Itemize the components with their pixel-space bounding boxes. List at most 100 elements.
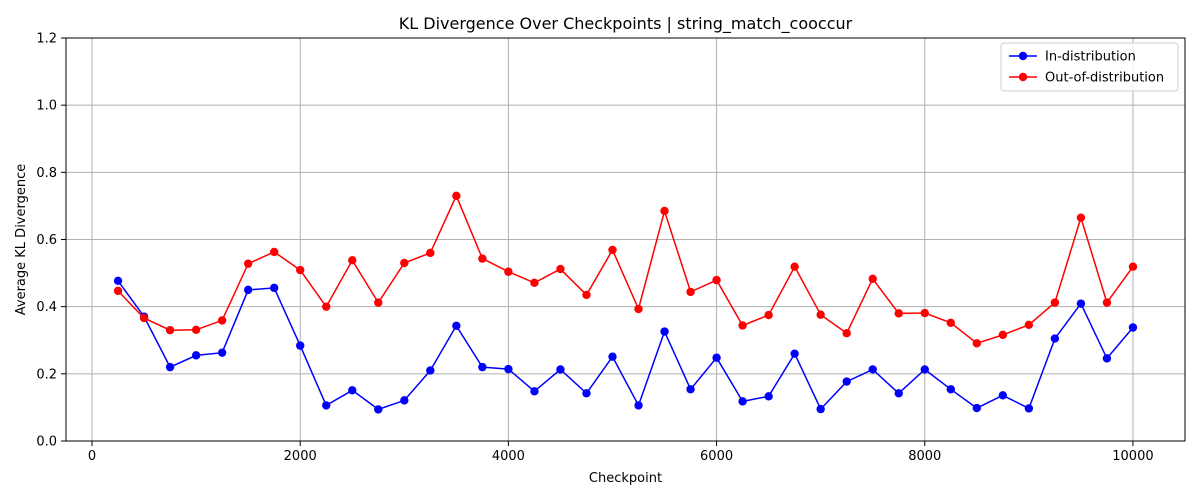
data-point-in-distribution: [894, 389, 903, 398]
data-point-out-of-distribution: [608, 245, 617, 255]
data-point-out-of-distribution: [790, 262, 799, 271]
y-tick-label: 1.2: [36, 32, 57, 47]
data-point-out-of-distribution: [1076, 213, 1086, 222]
legend-label-in-distribution: In-distribution: [1045, 50, 1136, 65]
data-point-in-distribution: [686, 385, 695, 394]
x-tick-label: 10000: [1112, 449, 1153, 464]
y-tick-label: 0.8: [36, 166, 57, 181]
data-point-in-distribution: [452, 321, 461, 331]
data-point-in-distribution: [842, 377, 851, 386]
data-point-in-distribution: [322, 401, 331, 410]
y-tick-label: 0.6: [36, 233, 57, 248]
legend-marker-out-of-distribution: [1018, 72, 1028, 82]
data-point-out-of-distribution: [113, 286, 123, 296]
x-axis-label: Checkpoint: [589, 471, 662, 486]
data-point-out-of-distribution: [269, 247, 279, 257]
data-point-out-of-distribution: [504, 267, 513, 276]
data-point-out-of-distribution: [530, 278, 539, 288]
data-point-out-of-distribution: [139, 313, 149, 323]
data-point-in-distribution: [400, 396, 409, 405]
data-point-out-of-distribution: [452, 191, 461, 201]
data-point-in-distribution: [191, 351, 201, 360]
series-line-out-of-distribution: [117, 193, 1134, 345]
y-tick-label: 1.0: [36, 99, 57, 114]
legend-marker-in-distribution: [1018, 51, 1028, 61]
data-point-in-distribution: [946, 385, 955, 394]
data-point-in-distribution: [113, 276, 123, 286]
data-point-out-of-distribution: [426, 248, 435, 258]
data-point-out-of-distribution: [972, 339, 982, 348]
data-point-out-of-distribution: [348, 256, 357, 265]
x-tick-label: 6000: [700, 449, 733, 464]
data-point-out-of-distribution: [764, 310, 773, 320]
data-point-in-distribution: [582, 389, 591, 398]
data-point-out-of-distribution: [374, 298, 383, 307]
y-tick-label: 0.4: [36, 300, 57, 315]
data-point-in-distribution: [165, 362, 175, 372]
data-point-out-of-distribution: [998, 330, 1008, 340]
x-tick-label: 0: [88, 449, 96, 464]
data-point-out-of-distribution: [1050, 298, 1060, 307]
data-point-out-of-distribution: [920, 308, 929, 318]
data-point-in-distribution: [269, 283, 279, 293]
data-point-out-of-distribution: [946, 318, 955, 327]
legend-box: [1000, 42, 1179, 92]
data-point-out-of-distribution: [1102, 298, 1112, 307]
y-axis-label: Average KL Divergence: [14, 164, 29, 315]
data-point-out-of-distribution: [686, 287, 695, 297]
data-point-out-of-distribution: [296, 265, 305, 275]
data-point-in-distribution: [816, 404, 825, 414]
x-tick-label: 4000: [492, 449, 525, 464]
data-point-out-of-distribution: [738, 321, 747, 330]
data-point-in-distribution: [790, 349, 799, 358]
data-point-out-of-distribution: [868, 274, 877, 283]
data-point-out-of-distribution: [165, 325, 175, 335]
data-point-in-distribution: [217, 348, 227, 357]
data-point-in-distribution: [1024, 404, 1034, 413]
data-point-out-of-distribution: [191, 325, 201, 335]
data-point-in-distribution: [426, 366, 435, 375]
data-point-out-of-distribution: [894, 309, 903, 318]
data-point-out-of-distribution: [712, 275, 721, 285]
data-point-out-of-distribution: [582, 290, 591, 300]
y-tick-label: 0.0: [36, 435, 57, 450]
data-point-in-distribution: [243, 285, 253, 295]
x-tick-label: 8000: [908, 449, 941, 464]
data-point-out-of-distribution: [1024, 320, 1034, 330]
data-point-in-distribution: [920, 365, 929, 374]
data-point-out-of-distribution: [478, 254, 487, 263]
data-point-out-of-distribution: [217, 316, 227, 325]
data-point-in-distribution: [504, 364, 513, 374]
x-tick-label: 2000: [284, 449, 317, 464]
data-point-in-distribution: [1128, 323, 1138, 332]
legend: In-distribution Out-of-distribution: [1000, 42, 1179, 92]
data-point-in-distribution: [374, 405, 383, 414]
legend-label-out-of-distribution: Out-of-distribution: [1045, 71, 1164, 86]
data-point-in-distribution: [712, 353, 721, 362]
data-point-in-distribution: [530, 387, 539, 396]
y-tick-label: 0.2: [36, 367, 57, 382]
data-point-out-of-distribution: [400, 258, 409, 268]
chart-title: KL Divergence Over Checkpoints | string_…: [399, 14, 853, 34]
data-point-in-distribution: [348, 386, 357, 395]
data-point-out-of-distribution: [816, 310, 825, 319]
data-point-in-distribution: [868, 365, 877, 374]
data-point-in-distribution: [478, 362, 487, 372]
data-point-out-of-distribution: [322, 302, 331, 311]
data-point-out-of-distribution: [634, 304, 643, 314]
data-point-in-distribution: [1050, 334, 1060, 343]
data-point-in-distribution: [296, 341, 305, 350]
data-point-out-of-distribution: [243, 259, 253, 268]
data-point-in-distribution: [556, 365, 565, 374]
axis-ticks: 0 2000 4000 6000 8000 10000 0.0 0.2 0.4 0.6 0.8 1.0…: [36, 32, 1153, 465]
data-point-out-of-distribution: [842, 328, 851, 338]
data-point-in-distribution: [1102, 354, 1112, 363]
data-point-in-distribution: [764, 392, 773, 401]
series-line-in-distribution: [117, 280, 1134, 411]
data-point-in-distribution: [972, 403, 982, 413]
data-point-out-of-distribution: [660, 206, 669, 216]
data-point-in-distribution: [738, 397, 747, 406]
data-point-in-distribution: [608, 352, 617, 361]
data-point-out-of-distribution: [1128, 262, 1138, 271]
